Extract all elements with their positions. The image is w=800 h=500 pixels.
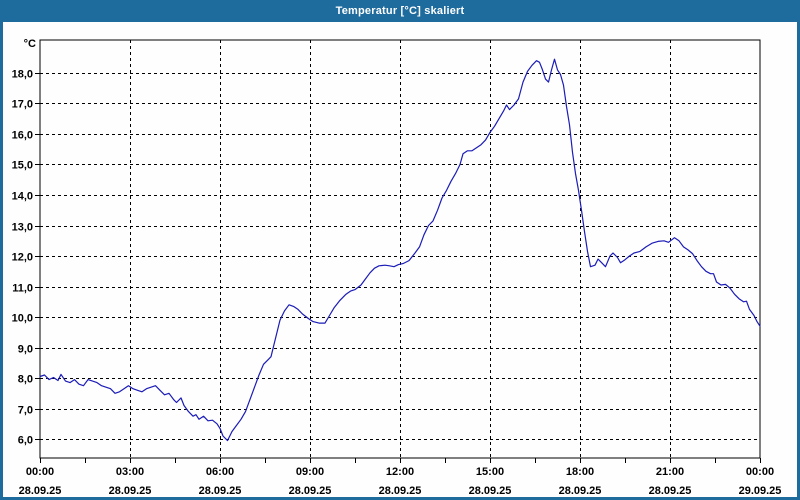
x-tick-date-label: 28.09.25 — [469, 485, 512, 497]
window-titlebar[interactable]: Temperatur [°C] skaliert — [0, 0, 800, 22]
y-tick-label: 17,0 — [12, 99, 33, 111]
x-tick-date-label: 28.09.25 — [559, 485, 602, 497]
y-tick-label: 13,0 — [12, 222, 33, 234]
x-tick-time-label: 06:00 — [206, 466, 234, 478]
y-tick-label: 11,0 — [12, 283, 33, 295]
x-tick-date-label: 28.09.25 — [109, 485, 152, 497]
x-tick-time-label: 00:00 — [746, 466, 774, 478]
x-tick-time-label: 21:00 — [656, 466, 684, 478]
y-tick-label: 16,0 — [12, 130, 33, 142]
temperature-series-line — [39, 58, 761, 442]
chart-client-area: 6,0 7,0 8,0 9,0 10,0 11,0 12,0 13,0 14,0 15,0 16,0… — [3, 22, 797, 497]
y-tick-label: 12,0 — [12, 252, 33, 264]
x-tick-time-label: 15:00 — [476, 466, 504, 478]
x-tick-time-label: 18:00 — [566, 466, 594, 478]
y-tick-label: 9,0 — [18, 344, 33, 356]
y-tick-label: 18,0 — [12, 69, 33, 81]
y-tick-label: 8,0 — [18, 374, 33, 386]
y-tick-label: 10,0 — [12, 313, 33, 325]
window-title: Temperatur [°C] skaliert — [335, 5, 465, 17]
y-tick-label: 14,0 — [12, 191, 33, 203]
x-tick-time-label: 12:00 — [386, 466, 414, 478]
y-tick-label: 6,0 — [18, 435, 33, 447]
y-axis-unit-label: °C — [24, 38, 36, 50]
x-tick-date-label: 28.09.25 — [379, 485, 422, 497]
temperature-chart: 6,0 7,0 8,0 9,0 10,0 11,0 12,0 13,0 14,0 15,0 16,0… — [12, 38, 782, 497]
x-tick-time-label: 09:00 — [296, 466, 324, 478]
y-tick-label: 7,0 — [18, 405, 33, 417]
y-tick-label: 15,0 — [12, 160, 33, 172]
x-tick-date-label: 28.09.25 — [199, 485, 242, 497]
x-tick-date-label: 29.09.25 — [739, 485, 782, 497]
x-tick-date-label: 28.09.25 — [289, 485, 332, 497]
x-tick-time-label: 03:00 — [116, 466, 144, 478]
x-tick-date-label: 28.09.25 — [649, 485, 692, 497]
x-tick-time-label: 00:00 — [26, 466, 54, 478]
x-tick-date-label: 28.09.25 — [19, 485, 62, 497]
